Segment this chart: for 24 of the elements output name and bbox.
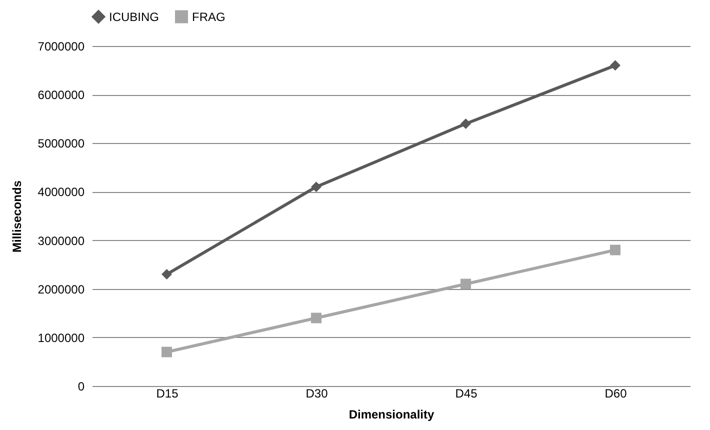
y-tick-label: 3000000 bbox=[38, 234, 85, 248]
y-axis-title: Milliseconds bbox=[10, 180, 24, 253]
y-tick-label: 0 bbox=[78, 380, 85, 394]
point bbox=[610, 244, 620, 256]
x-axis-title: Dimensionality bbox=[348, 408, 434, 422]
y-tick-label: 6000000 bbox=[38, 88, 85, 102]
point bbox=[162, 269, 172, 280]
point bbox=[610, 60, 620, 71]
y-tick-label: 1000000 bbox=[38, 330, 85, 345]
y-tick-label: 4000000 bbox=[38, 185, 85, 200]
point bbox=[460, 278, 471, 290]
y-tick-label: 7000000 bbox=[38, 40, 85, 54]
x-tick-label: D30 bbox=[306, 386, 328, 400]
y-tick-label: 2000000 bbox=[38, 282, 85, 296]
y-tick-label: 5000000 bbox=[38, 136, 85, 151]
point bbox=[311, 182, 322, 192]
legend-label: ICUBING bbox=[109, 10, 160, 24]
x-tick-label: D60 bbox=[604, 386, 628, 400]
x-tick-label: D15 bbox=[156, 386, 179, 400]
point bbox=[162, 346, 172, 358]
point bbox=[311, 312, 322, 324]
legend-label: FRAG bbox=[192, 10, 226, 24]
point bbox=[460, 118, 471, 129]
x-tick-label: D45 bbox=[455, 386, 478, 400]
